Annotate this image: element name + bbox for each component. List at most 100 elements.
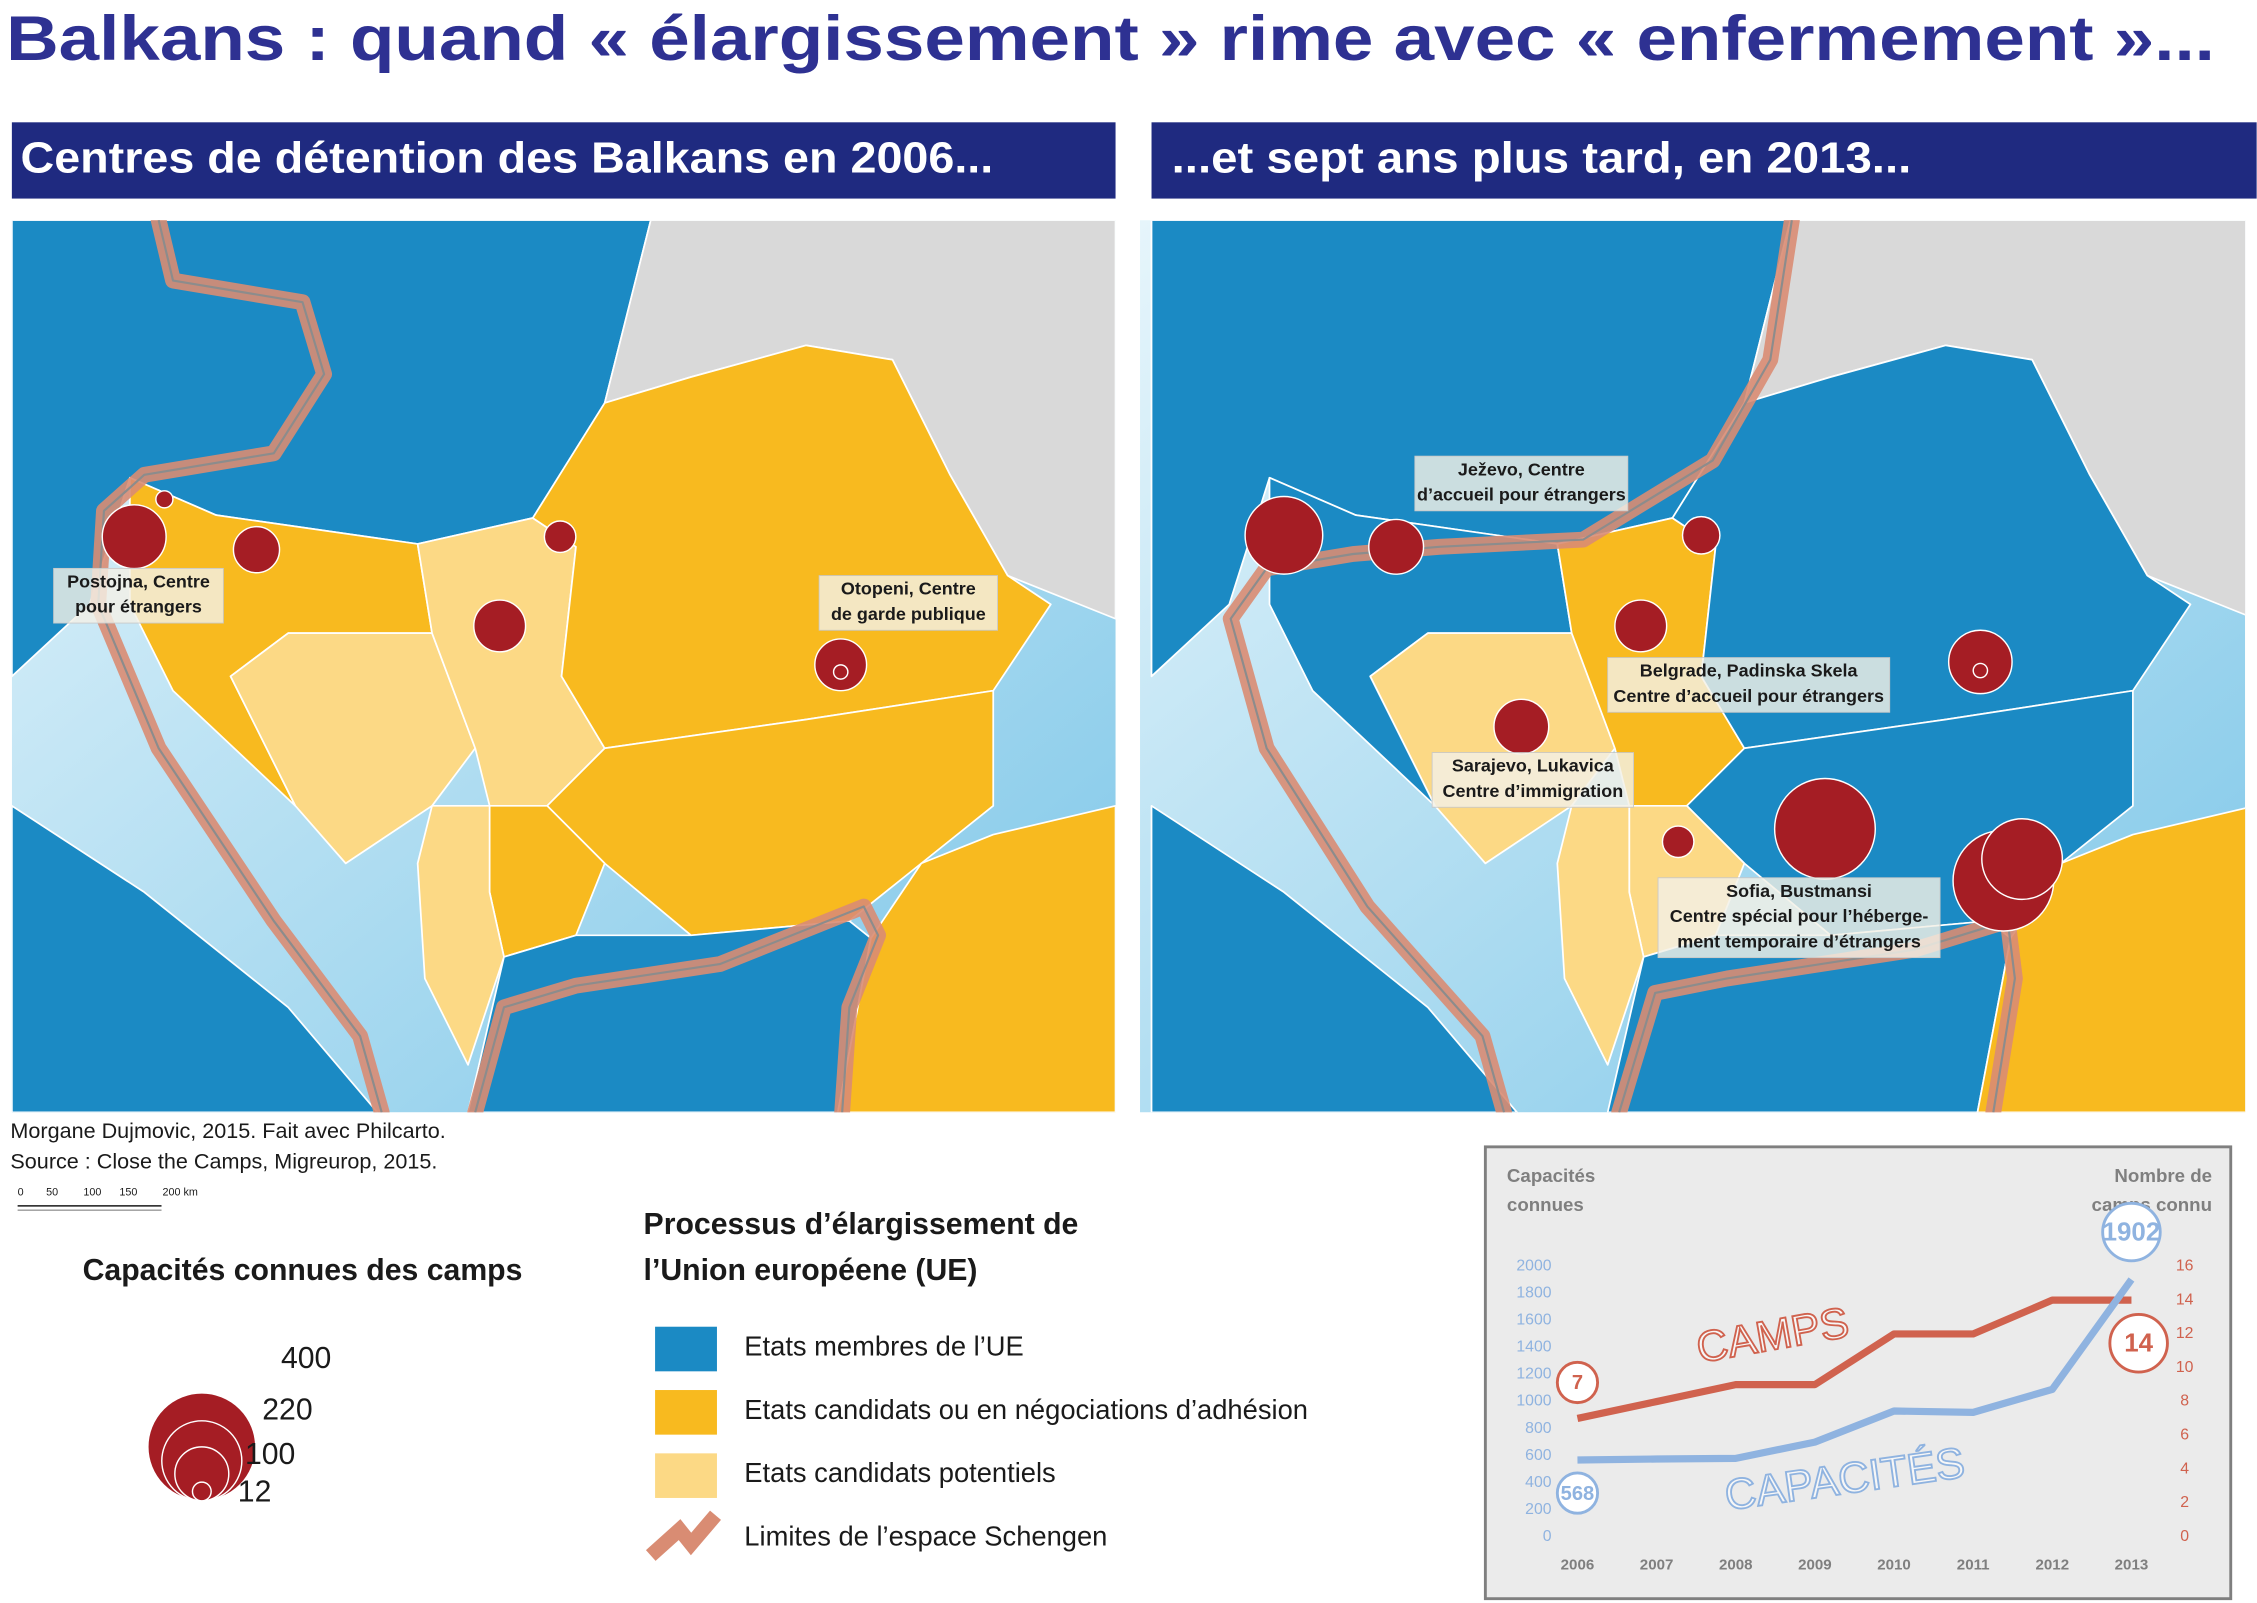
camp-label: Centre spécial pour l’héberge- — [1670, 906, 1929, 926]
camp-circle — [1493, 698, 1550, 755]
scale-label: 100 — [83, 1187, 101, 1199]
y2-tick-label: 4 — [2180, 1460, 2189, 1477]
camp-circle — [232, 525, 281, 574]
value-badge — [2108, 1313, 2169, 1374]
camp-label: Centre d’immigration — [1442, 781, 1623, 801]
y-tick-label: 1200 — [1516, 1366, 1551, 1383]
y-tick-label: 2000 — [1516, 1257, 1551, 1274]
y-tick-label: 800 — [1525, 1420, 1552, 1437]
camp-label: Sofia, Bustmansi — [1726, 881, 1872, 901]
y-tick-label: 600 — [1525, 1447, 1552, 1464]
y-tick-label: 1600 — [1516, 1312, 1551, 1329]
camp-circle — [1972, 662, 1989, 679]
country — [531, 344, 1052, 750]
x-tick-label: 2008 — [1719, 1557, 1753, 1574]
country — [11, 804, 379, 1113]
camp-circle — [1368, 518, 1425, 575]
value-badge — [2101, 1201, 2162, 1263]
y-tick-label: 200 — [1525, 1501, 1552, 1518]
camp-label: de garde publique — [831, 604, 986, 624]
camp-label: pour étrangers — [75, 597, 202, 617]
value-badge — [1555, 1360, 1600, 1405]
color-legend: Etats membres de l’UE Etats candidats ou … — [645, 1326, 1308, 1561]
y-tick-label: 0 — [1543, 1528, 1552, 1545]
y2-tick-label: 2 — [2180, 1494, 2189, 1511]
scale-label: 200 km — [163, 1187, 198, 1199]
scale-bar: 0 50 100 150 200 km — [17, 1187, 198, 1211]
x-tick-label: 2006 — [1561, 1557, 1595, 1574]
camp-circle — [1681, 515, 1721, 555]
size-legend-title: Capacités connues des camps — [83, 1254, 523, 1287]
value-label: 1902 — [2103, 1218, 2161, 1246]
page-title: Balkans : quand « élargissement » rime a… — [6, 4, 2215, 74]
y2-tick-label: 8 — [2180, 1393, 2189, 1410]
heading-bar — [1151, 122, 2257, 199]
label-box — [1607, 657, 1891, 713]
legend-size-label: 100 — [245, 1438, 295, 1471]
legend-label: Etats candidats potentiels — [744, 1457, 1055, 1488]
legend-swatch — [645, 1510, 722, 1561]
credit: Morgane Dujmovic, 2015. Fait avec Philca… — [10, 1118, 445, 1143]
legend-size-label: 12 — [238, 1476, 272, 1509]
scale-label: 0 — [18, 1187, 24, 1199]
legend-size-label: 400 — [281, 1342, 331, 1375]
scale-label: 150 — [119, 1187, 137, 1199]
country — [1150, 804, 1518, 1113]
y2-tick-label: 16 — [2176, 1257, 2194, 1274]
country — [836, 804, 1116, 1113]
value-label: 14 — [2124, 1330, 2153, 1358]
value-label: 7 — [1572, 1372, 1583, 1394]
camp-label: d’accueil pour étrangers — [1417, 484, 1626, 504]
camp-label: Centre d’accueil pour étrangers — [1613, 686, 1884, 706]
y-axis-title: Capacités — [1507, 1165, 1595, 1186]
y2-tick-label: 6 — [2180, 1427, 2189, 1444]
legend-swatch — [655, 1390, 717, 1435]
camp-circle — [1947, 629, 2013, 695]
y2-tick-label: 12 — [2176, 1325, 2194, 1342]
camp-circle — [155, 490, 174, 509]
country — [1556, 804, 1645, 1066]
legend-label: Etats candidats ou en négociations d’adh… — [744, 1394, 1308, 1425]
size-legend: 400 220 100 12 — [147, 1342, 331, 1509]
map-heading: Centres de détention des Balkans en 2006… — [21, 135, 994, 183]
legend-swatch — [655, 1326, 717, 1372]
legend-label: Limites de l’espace Schengen — [744, 1520, 1107, 1551]
camp-circle — [832, 664, 849, 680]
y-axis-title: connues — [1507, 1194, 1584, 1215]
label-box — [1431, 752, 1635, 808]
map-2006: Postojna, Centre pour étrangers Otopeni, C… — [11, 220, 1116, 1113]
legend-size-label: 220 — [262, 1394, 312, 1427]
camp-circle — [101, 504, 167, 570]
camp-circle — [1773, 777, 1877, 880]
legend-circle — [191, 1481, 212, 1502]
y2-tick-label: 10 — [2176, 1359, 2194, 1376]
x-tick-label: 2007 — [1640, 1557, 1674, 1574]
camp-circle — [1661, 825, 1695, 859]
value-label: 568 — [1561, 1483, 1595, 1505]
series-line — [1577, 1277, 2135, 1464]
y-tick-label: 400 — [1525, 1474, 1552, 1491]
country — [416, 804, 505, 1066]
camp-label: ment temporaire d’étrangers — [1677, 931, 1921, 951]
x-tick-label: 2012 — [2036, 1557, 2070, 1574]
x-tick-label: 2010 — [1877, 1557, 1911, 1574]
map-heading: ...et sept ans plus tard, en 2013... — [1172, 135, 1912, 183]
camp-label: Otopeni, Centre — [841, 579, 976, 599]
x-tick-label: 2011 — [1957, 1557, 1990, 1574]
y-tick-label: 1400 — [1516, 1339, 1551, 1356]
legend-swatch — [655, 1453, 717, 1498]
heading-bar — [11, 122, 1116, 199]
y-tick-label: 1800 — [1516, 1285, 1551, 1302]
camp-circle — [473, 599, 527, 653]
legend-label: Etats membres de l’UE — [744, 1331, 1023, 1362]
color-legend-title: l’Union européene (UE) — [644, 1254, 978, 1287]
y2-tick-label: 0 — [2180, 1528, 2189, 1545]
camp-label: Belgrade, Padinska Skela — [1640, 661, 1859, 681]
schengen-border-core — [97, 220, 383, 1113]
country — [229, 632, 477, 865]
value-badge — [1555, 1471, 1600, 1515]
schengen-border-core — [474, 905, 880, 1113]
camp-circle — [1244, 495, 1324, 575]
label-box — [53, 567, 224, 624]
